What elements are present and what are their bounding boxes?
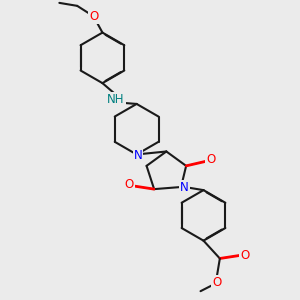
Text: N: N xyxy=(134,149,142,162)
Text: O: O xyxy=(89,10,98,23)
Text: N: N xyxy=(180,181,189,194)
Text: NH: NH xyxy=(107,93,124,106)
Text: O: O xyxy=(240,249,249,262)
Text: O: O xyxy=(125,178,134,191)
Text: O: O xyxy=(206,153,215,167)
Text: O: O xyxy=(212,276,221,290)
